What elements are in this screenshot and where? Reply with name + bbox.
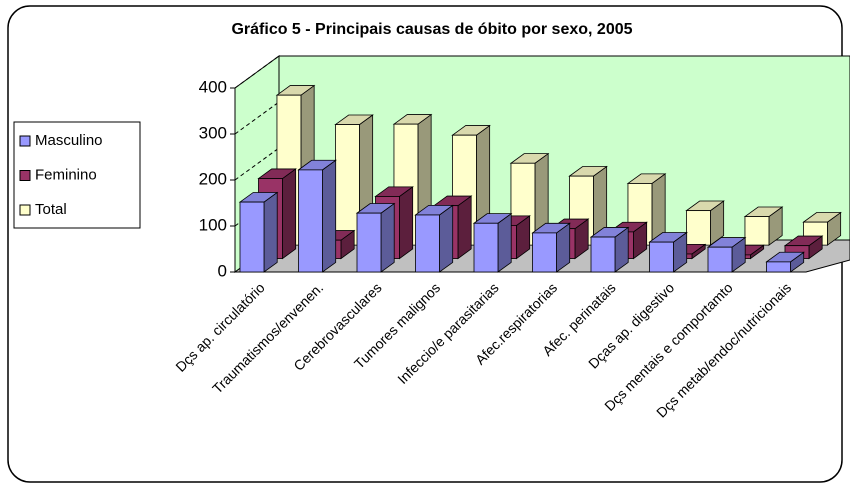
bar-side bbox=[439, 204, 454, 273]
bar-side bbox=[263, 191, 278, 273]
chart-title: Gráfico 5 - Principais causas de óbito p… bbox=[231, 21, 632, 38]
bar bbox=[744, 216, 770, 246]
y-tick-label: 0 bbox=[218, 261, 227, 280]
grid-line bbox=[234, 55, 280, 89]
bar-side bbox=[399, 186, 414, 260]
bar bbox=[649, 241, 674, 273]
y-tick-label: 400 bbox=[199, 77, 227, 96]
bar bbox=[335, 124, 360, 246]
legend-swatch bbox=[19, 135, 31, 147]
bar-side bbox=[380, 202, 395, 273]
bar bbox=[532, 232, 557, 273]
legend-swatch bbox=[19, 170, 31, 181]
bar bbox=[298, 169, 323, 273]
bar bbox=[415, 214, 440, 273]
legend-label: Total bbox=[35, 201, 67, 218]
y-tick-label: 100 bbox=[199, 215, 227, 234]
bar bbox=[473, 222, 499, 273]
bar bbox=[766, 261, 791, 273]
y-tick-label: 200 bbox=[199, 169, 227, 188]
legend-swatch bbox=[19, 204, 31, 216]
bar-side bbox=[457, 195, 472, 260]
bar bbox=[239, 201, 265, 273]
bar bbox=[590, 236, 616, 273]
bar-side bbox=[497, 212, 512, 273]
y-tick-label: 300 bbox=[199, 123, 227, 142]
grid-line bbox=[234, 101, 280, 135]
bar bbox=[686, 210, 711, 246]
legend-label: Masculino bbox=[35, 132, 103, 149]
legend-label: Feminino bbox=[35, 166, 97, 183]
grid-line bbox=[234, 147, 280, 181]
bar bbox=[356, 212, 382, 273]
bar-side bbox=[282, 168, 297, 260]
legend-box bbox=[13, 121, 141, 229]
bar bbox=[707, 246, 733, 273]
bar-side bbox=[322, 159, 337, 273]
